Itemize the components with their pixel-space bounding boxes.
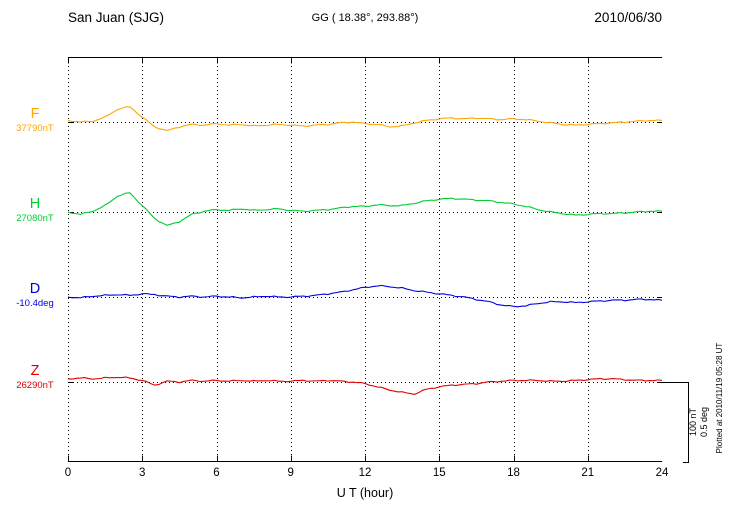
plot-area xyxy=(68,57,662,462)
x-tick-label: 6 xyxy=(213,467,220,479)
series-letter-Z: Z xyxy=(30,363,40,379)
plotted-at-note: Plotted at 2010/11/19 05:28 UT xyxy=(715,342,724,454)
series-label-F: F 37790nT xyxy=(6,106,64,135)
x-tick-label: 21 xyxy=(581,467,595,479)
series-letter-H: H xyxy=(29,196,41,212)
scale-bar-labels: 100 nT 0.5 deg xyxy=(688,390,712,454)
scale-label-deg: 0.5 deg xyxy=(699,406,709,438)
series-letter-F: F xyxy=(30,106,40,122)
series-letter-D: D xyxy=(29,281,41,297)
trace-D xyxy=(68,284,662,308)
x-tick-label: 12 xyxy=(358,467,372,479)
x-tick-label: 15 xyxy=(432,467,446,479)
scale-bar xyxy=(688,382,689,462)
scale-bar-top-tick xyxy=(662,382,689,383)
series-baseline-F: 37790nT xyxy=(16,123,54,134)
plot-date: 2010/06/30 xyxy=(594,10,662,25)
x-tick-label: 24 xyxy=(655,467,669,479)
series-baseline-Z: 26290nT xyxy=(16,380,54,391)
series-baseline-H: 27080nT xyxy=(16,213,54,224)
x-tick-label: 18 xyxy=(507,467,520,479)
x-tick-label: 3 xyxy=(139,467,146,479)
station-title: San Juan (SJG) xyxy=(68,10,165,25)
series-label-D: D -10.4deg xyxy=(6,281,64,310)
x-axis-label: U T (hour) xyxy=(336,486,394,500)
x-tick-label: 9 xyxy=(287,467,294,479)
series-label-H: H 27080nT xyxy=(6,196,64,225)
geo-coordinates: GG ( 18.38°, 293.88°) xyxy=(311,12,419,24)
scale-label-nt: 100 nT xyxy=(688,407,698,437)
scale-bar-bottom-tick xyxy=(683,462,689,463)
plot-canvas xyxy=(68,57,662,462)
x-tick-label: 0 xyxy=(64,467,72,479)
trace-Z xyxy=(68,376,662,395)
trace-H xyxy=(68,192,662,226)
series-label-Z: Z 26290nT xyxy=(6,363,64,392)
trace-F xyxy=(68,106,662,131)
series-baseline-D: -10.4deg xyxy=(16,298,54,309)
